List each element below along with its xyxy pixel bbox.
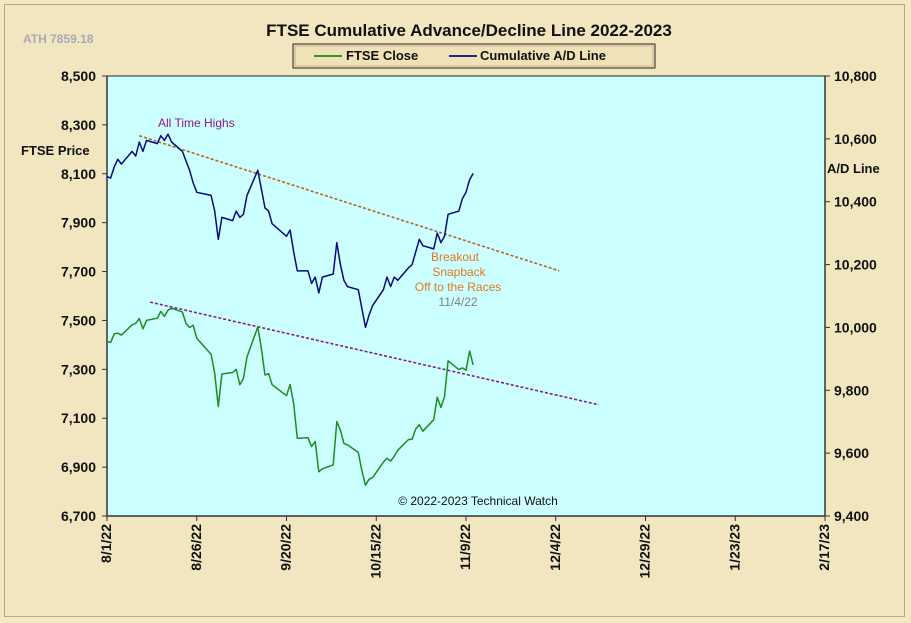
right-tick-label: 10,800	[834, 68, 877, 84]
chart-svg: ATH 7859.18 FTSE Cumulative Advance/Decl…	[21, 21, 880, 579]
left-tick-label: 7,700	[61, 264, 96, 280]
left-tick-label: 7,500	[61, 312, 96, 328]
right-tick-label: 10,400	[834, 194, 877, 210]
left-tick-label: 6,900	[61, 459, 96, 475]
annotation-all-time-highs: All Time Highs	[158, 116, 235, 130]
copyright-note: © 2022-2023 Technical Watch	[398, 494, 558, 508]
right-tick-label: 9,400	[834, 508, 869, 524]
x-tick-label: 1/23/23	[726, 524, 742, 571]
right-tick-label: 10,000	[834, 319, 877, 335]
right-tick-label: 10,600	[834, 131, 877, 147]
left-tick-label: 7,100	[61, 410, 96, 426]
left-tick-label: 8,300	[61, 117, 96, 133]
ftse-trendline	[149, 301, 600, 406]
right-tick-label: 10,200	[834, 257, 877, 273]
legend: FTSE Close Cumulative A/D Line	[292, 43, 656, 69]
left-tick-label: 8,500	[61, 68, 96, 84]
left-tick-label: 7,300	[61, 361, 96, 377]
legend-label-ad: Cumulative A/D Line	[480, 48, 606, 63]
ad-line-trendline	[139, 134, 560, 272]
left-axis-ticks: 8,500 8,300 8,100 7,900 7,700 7,500 7,300 7,100…	[61, 68, 107, 524]
x-tick-label: 10/15/22	[367, 524, 383, 579]
x-tick-label: 11/9/22	[457, 524, 473, 570]
annotation-snapback: Snapback	[432, 265, 486, 279]
right-tick-label: 9,800	[834, 382, 869, 398]
annotation-breakout: Breakout	[431, 250, 480, 264]
left-tick-label: 7,900	[61, 215, 96, 231]
left-axis-label: FTSE Price	[21, 143, 90, 158]
x-tick-label: 8/26/22	[188, 524, 204, 571]
x-tick-label: 12/4/22	[547, 524, 563, 571]
ath-note: ATH 7859.18	[23, 32, 94, 46]
x-tick-label: 8/1/22	[98, 524, 114, 563]
ftse-close-line	[106, 307, 474, 486]
ad-line	[106, 133, 474, 329]
right-axis-ticks: 10,800 10,600 10,400 10,200 10,000 9,800 9,600…	[825, 68, 877, 524]
series-lines	[106, 133, 474, 486]
left-tick-label: 8,100	[61, 166, 96, 182]
x-tick-label: 12/29/22	[637, 524, 653, 579]
chart-frame: ATH 7859.18 FTSE Cumulative Advance/Decl…	[4, 4, 905, 617]
left-tick-label: 6,700	[61, 508, 96, 524]
x-tick-label: 2/17/23	[816, 524, 832, 571]
legend-inner-border	[294, 45, 654, 67]
trendlines	[139, 134, 600, 406]
x-tick-label: 9/20/22	[278, 524, 294, 571]
annotation-date: 11/4/22	[438, 295, 477, 309]
right-axis-label: A/D Line	[827, 161, 880, 176]
plot-area	[106, 75, 826, 517]
right-tick-label: 9,600	[834, 445, 869, 461]
annotation-off-to-races: Off to the Races	[415, 280, 502, 294]
x-axis-ticks: 8/1/22 8/26/22 9/20/22 10/15/22 11/9/22 12/4/…	[98, 516, 832, 579]
chart-title: FTSE Cumulative Advance/Decline Line 202…	[266, 21, 672, 40]
legend-label-ftse: FTSE Close	[346, 48, 418, 63]
